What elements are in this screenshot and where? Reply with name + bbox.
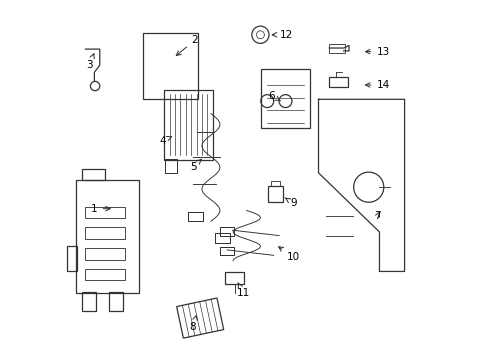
Text: 10: 10 <box>279 247 300 262</box>
Bar <box>188 212 203 221</box>
Text: 9: 9 <box>285 198 297 208</box>
Bar <box>220 227 234 235</box>
Bar <box>261 69 310 128</box>
Text: 5: 5 <box>190 159 201 172</box>
Bar <box>271 181 280 186</box>
Bar <box>269 186 283 202</box>
Text: 4: 4 <box>159 136 171 145</box>
Bar <box>85 207 125 218</box>
Text: 2: 2 <box>176 35 198 55</box>
Text: 1: 1 <box>91 204 110 214</box>
Bar <box>68 246 77 271</box>
Text: 12: 12 <box>272 30 293 40</box>
Text: 13: 13 <box>366 46 390 57</box>
Text: 11: 11 <box>237 283 250 298</box>
Text: 14: 14 <box>366 80 390 90</box>
Bar <box>109 292 123 311</box>
Bar <box>85 248 125 260</box>
Bar <box>220 247 234 255</box>
Bar <box>85 227 125 239</box>
Text: 7: 7 <box>374 211 381 221</box>
Bar <box>85 269 125 280</box>
Bar <box>329 44 345 53</box>
Bar <box>225 272 244 284</box>
Bar <box>76 180 139 293</box>
Bar <box>166 159 177 173</box>
Bar <box>215 233 230 243</box>
Bar <box>82 168 105 180</box>
Bar <box>164 90 213 160</box>
Text: 8: 8 <box>190 316 197 332</box>
Text: 3: 3 <box>86 54 94 70</box>
Text: 6: 6 <box>269 91 280 101</box>
Bar <box>329 77 348 87</box>
Bar <box>82 292 96 311</box>
Bar <box>143 33 198 99</box>
